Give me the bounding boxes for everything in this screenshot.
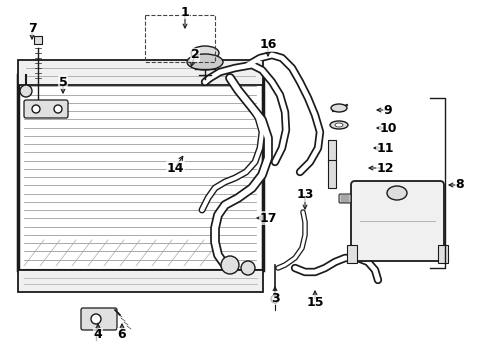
Ellipse shape <box>330 121 348 129</box>
Bar <box>438 245 448 263</box>
Ellipse shape <box>191 46 219 60</box>
Text: 10: 10 <box>379 122 397 135</box>
Ellipse shape <box>32 105 40 113</box>
Text: 17: 17 <box>259 211 277 225</box>
Text: 16: 16 <box>259 39 277 51</box>
Text: 9: 9 <box>384 104 392 117</box>
Text: 5: 5 <box>59 76 68 89</box>
FancyBboxPatch shape <box>81 308 117 330</box>
Ellipse shape <box>20 85 32 97</box>
Text: 7: 7 <box>27 22 36 35</box>
Text: 1: 1 <box>181 5 189 18</box>
Text: 15: 15 <box>306 296 324 309</box>
FancyBboxPatch shape <box>351 181 444 261</box>
Text: 13: 13 <box>296 189 314 202</box>
Ellipse shape <box>54 105 62 113</box>
Ellipse shape <box>221 256 239 274</box>
Bar <box>328 160 336 188</box>
Text: 8: 8 <box>456 179 465 192</box>
Ellipse shape <box>91 314 101 324</box>
Bar <box>18 60 263 85</box>
Text: 3: 3 <box>270 292 279 305</box>
Bar <box>18 270 263 292</box>
Text: 4: 4 <box>94 328 102 342</box>
Ellipse shape <box>187 54 223 70</box>
Ellipse shape <box>387 186 407 200</box>
Ellipse shape <box>241 261 255 275</box>
Text: 12: 12 <box>376 162 394 175</box>
Ellipse shape <box>271 295 279 303</box>
Bar <box>328 140 336 162</box>
Text: 2: 2 <box>191 49 199 62</box>
Ellipse shape <box>335 123 343 127</box>
FancyBboxPatch shape <box>339 194 351 203</box>
FancyBboxPatch shape <box>24 100 68 118</box>
Bar <box>18 75 263 270</box>
Text: 14: 14 <box>166 162 184 175</box>
Bar <box>347 245 357 263</box>
Text: 6: 6 <box>118 328 126 342</box>
Bar <box>34 36 42 44</box>
Text: 11: 11 <box>376 141 394 154</box>
Ellipse shape <box>331 104 347 112</box>
